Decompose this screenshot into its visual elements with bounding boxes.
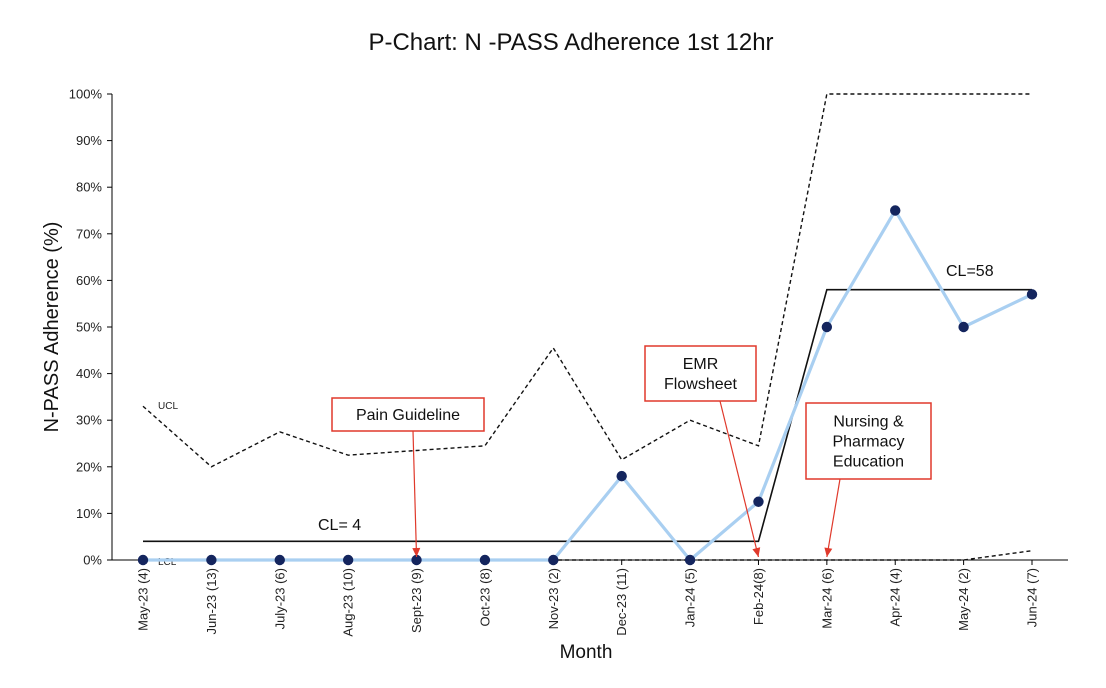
data-point (342, 554, 354, 566)
x-tick-label: Dec-23 (11) (614, 568, 629, 636)
data-point (206, 554, 217, 566)
annotation-arrow (719, 400, 760, 558)
x-tick-label: July-23 (6) (272, 568, 287, 629)
y-tick-label: 40% (76, 366, 102, 381)
x-tick-label: Jan-24 (5) (683, 568, 698, 627)
x-tick-label: Feb-24(8) (751, 568, 766, 625)
annotation-arrowhead (824, 547, 833, 557)
data-point (616, 470, 627, 482)
x-tick-label: Aug-23 (10) (341, 568, 356, 637)
y-tick-label: 50% (76, 320, 102, 335)
annotation-box (644, 345, 757, 402)
y-tick-label: 60% (76, 273, 102, 288)
x-tick-label: Nov-23 (2) (546, 568, 561, 629)
x-tick-label: Sept-23 (9) (409, 568, 424, 633)
series-adherence (137, 205, 1038, 566)
annotation-arrow (412, 430, 418, 558)
data-point (753, 496, 764, 507)
y-tick-label: 20% (76, 459, 102, 474)
y-axis-label: N-PASS Adherence (%) (41, 222, 63, 433)
ucl-line (142, 93, 1032, 468)
data-point (274, 554, 285, 566)
x-axis-label: Month (560, 642, 613, 663)
ucl-label: UCL (158, 401, 178, 412)
y-tick-label: 10% (76, 506, 102, 521)
annotation-box (331, 397, 485, 432)
annotation-text: Pharmacy (832, 434, 904, 451)
data-point (479, 554, 491, 566)
lcl-label: LCL (158, 557, 177, 568)
data-point (411, 554, 422, 566)
data-point (890, 205, 901, 216)
annotation-text: Education (833, 454, 904, 471)
data-point (1026, 289, 1038, 300)
data-point (958, 321, 969, 333)
axes: 0% 10% 20% 30% 40% 50% 60% 70% 80% 90% 100% May-23 … (69, 87, 1068, 637)
annotation-text: EMR (683, 356, 719, 373)
annotation-arrow (826, 478, 841, 558)
annotation-arrowhead (752, 547, 761, 557)
x-tick-label: Oct-23 (8) (477, 568, 492, 627)
x-tick-label: Jun-24 (7) (1025, 568, 1040, 627)
annotation-text: Nursing & (833, 414, 904, 431)
data-point (548, 554, 559, 566)
annotation-box (805, 402, 932, 480)
y-tick-label: 0% (83, 553, 102, 568)
y-tick-label: 80% (76, 180, 102, 195)
x-tick-label: May-24 (2) (956, 568, 971, 631)
x-tick-label: Mar-24 (6) (819, 568, 834, 629)
y-tick-label: 100% (69, 87, 103, 102)
annotations: Pain Guideline EMR Flowsheet Nursing & Pharm… (331, 345, 932, 558)
x-tick-label: May-23 (4) (136, 568, 151, 631)
x-tick-label: Apr-24 (4) (888, 568, 903, 627)
series-line (143, 208, 1033, 562)
data-point (137, 554, 149, 566)
chart-title: P-Chart: N -PASS Adherence 1st 12hr (368, 29, 773, 56)
data-point (684, 554, 696, 566)
cl-label-1: CL= 4 (318, 517, 361, 534)
cl-label-2: CL=58 (946, 263, 994, 280)
y-tick-label: 90% (76, 133, 102, 148)
y-tick-label: 70% (76, 226, 102, 241)
annotation-text: Pain Guideline (356, 407, 460, 424)
data-point (821, 321, 833, 333)
center-lines: CL= 4 CL=58 (143, 263, 1032, 543)
annotation-arrowhead (412, 547, 421, 557)
y-tick-label: 30% (76, 413, 102, 428)
annotation-text: Flowsheet (664, 376, 737, 393)
control-limits: UCL LCL (142, 93, 1033, 568)
x-tick-label: Jun-23 (13) (204, 568, 219, 634)
